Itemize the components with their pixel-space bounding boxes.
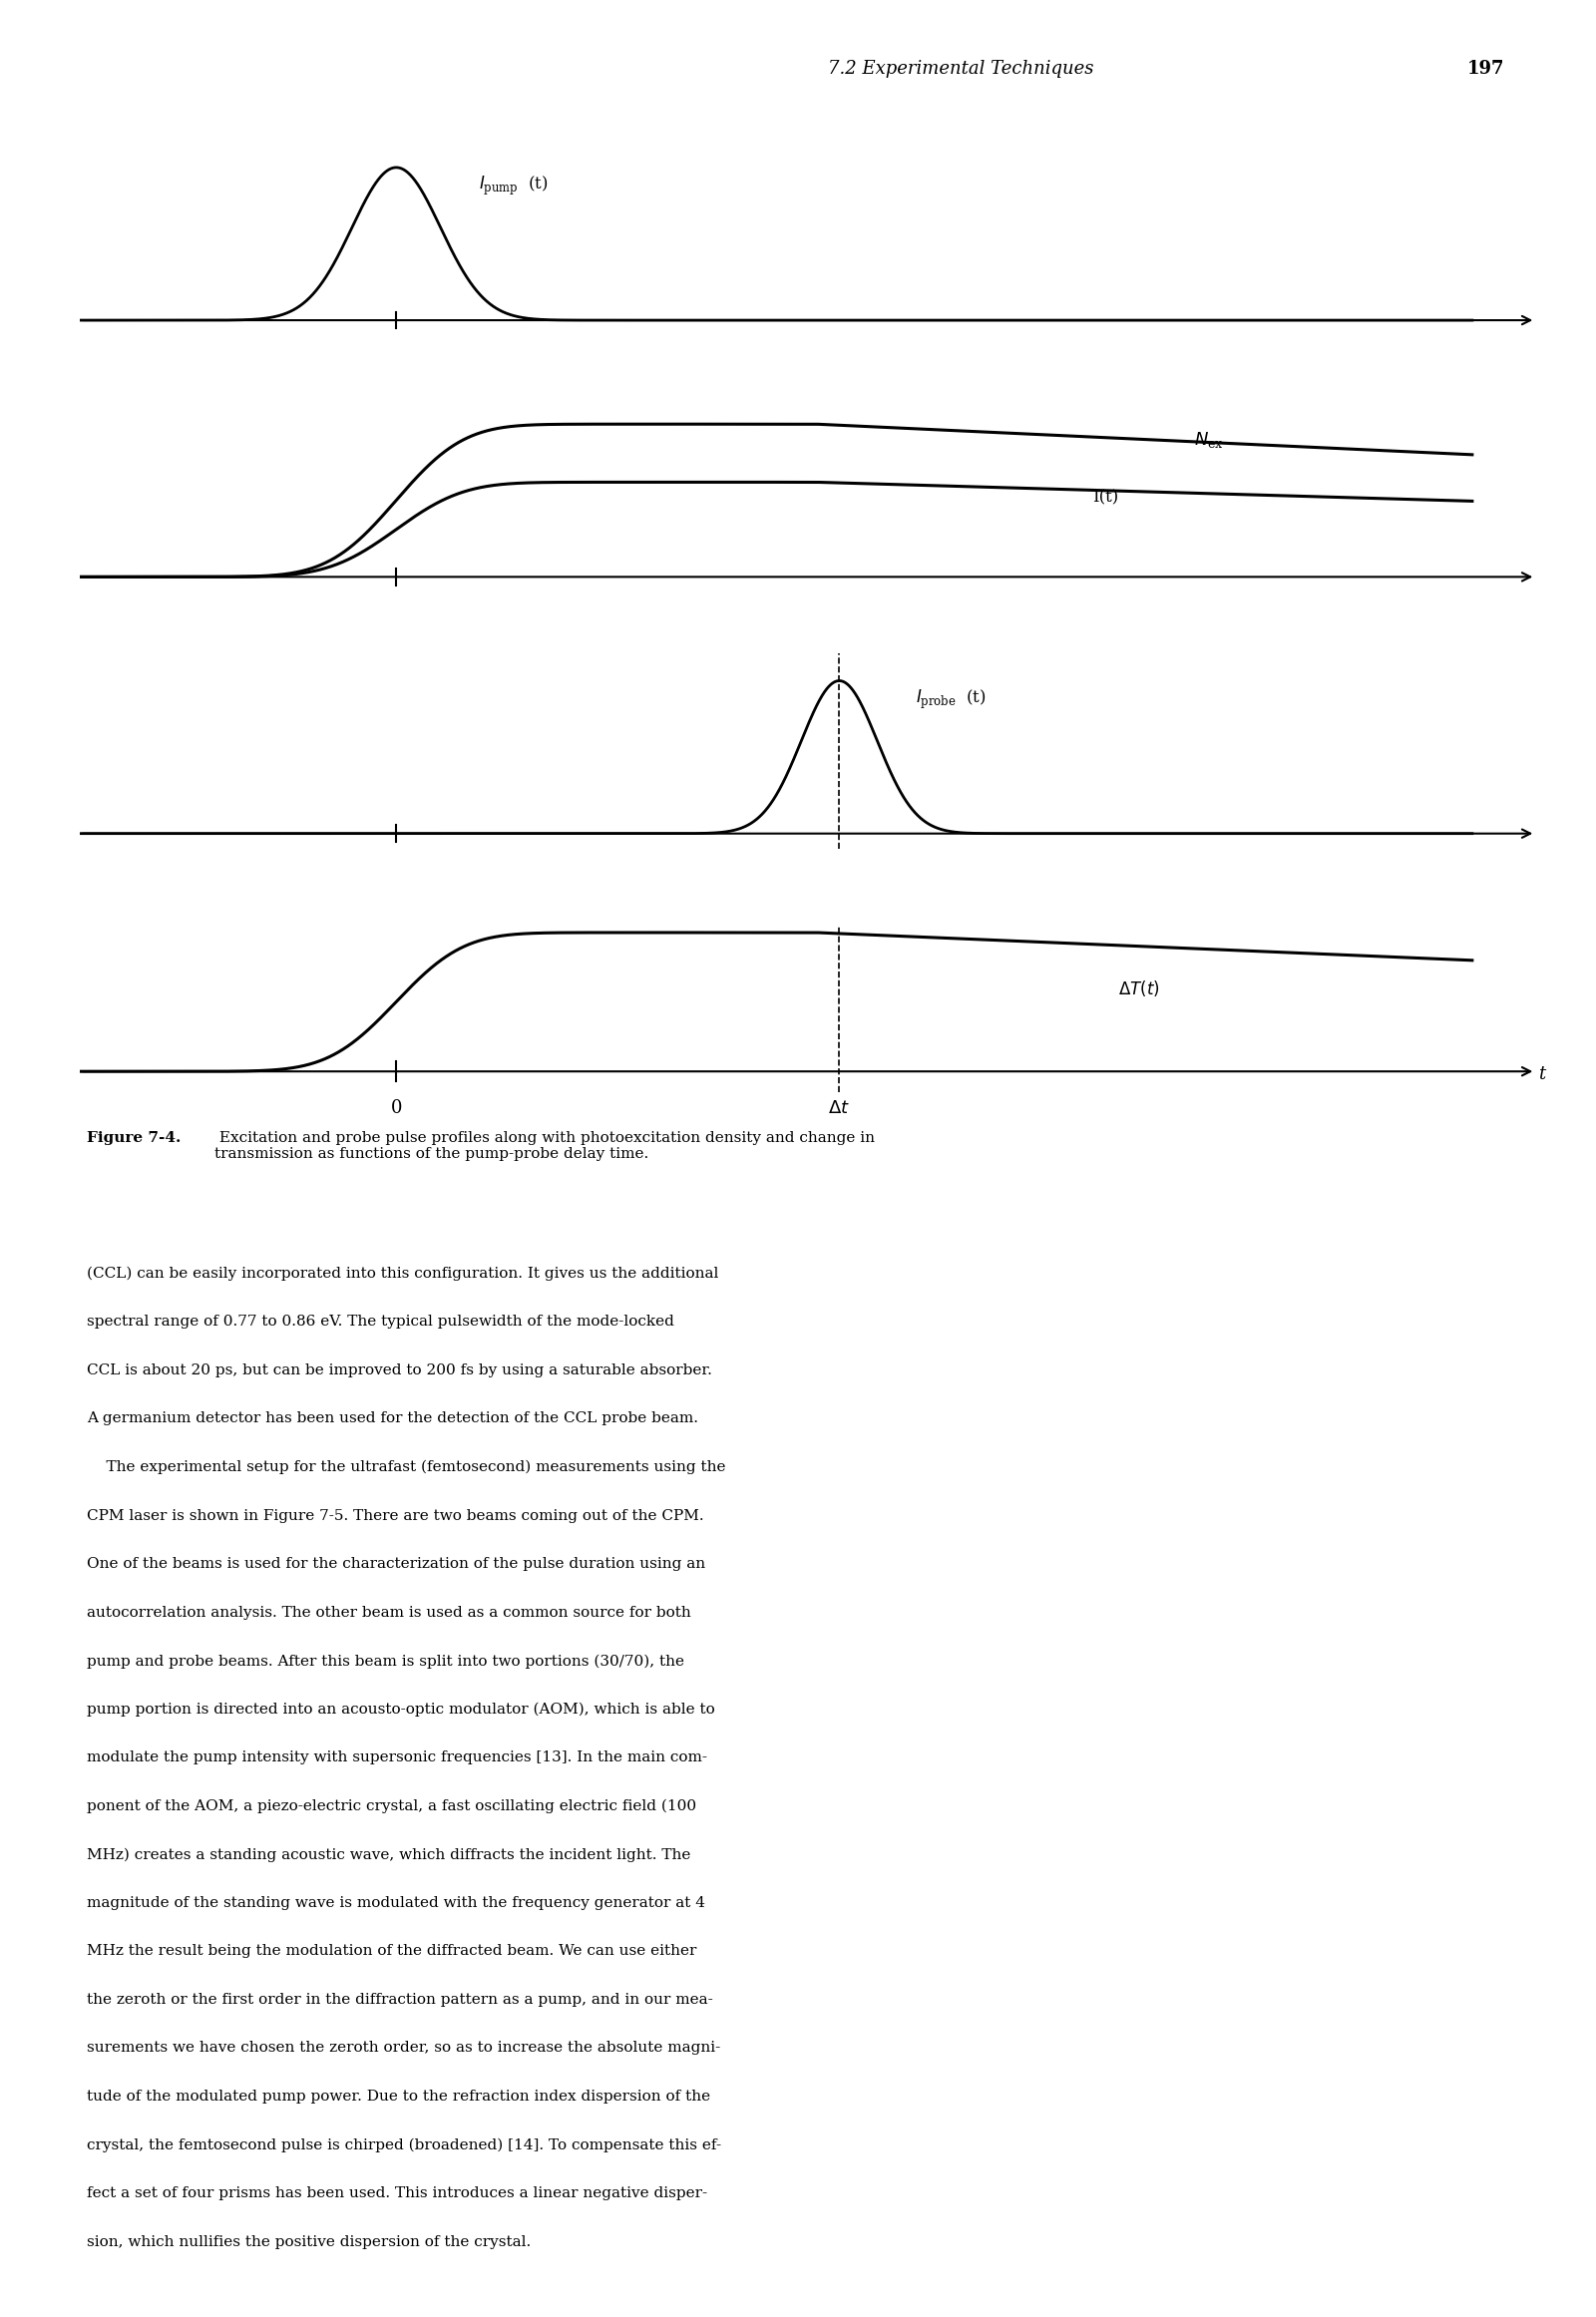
Text: 197: 197 [1467,60,1503,76]
Text: MHz the result being the modulation of the diffracted beam. We can use either: MHz the result being the modulation of t… [88,1944,697,1958]
Text: The experimental setup for the ultrafast (femtosecond) measurements using the: The experimental setup for the ultrafast… [88,1460,726,1474]
Text: 7.2 Experimental Techniques: 7.2 Experimental Techniques [828,60,1093,76]
Text: the zeroth or the first order in the diffraction pattern as a pump, and in our m: the zeroth or the first order in the dif… [88,1993,713,2007]
Text: $I_{\mathregular{probe}}$  (t): $I_{\mathregular{probe}}$ (t) [915,688,986,711]
Text: A germanium detector has been used for the detection of the CCL probe beam.: A germanium detector has been used for t… [88,1411,699,1425]
Text: 0: 0 [391,1098,402,1117]
Text: Excitation and probe pulse profiles along with photoexcitation density and chang: Excitation and probe pulse profiles alon… [215,1131,875,1161]
Text: Figure 7-4.: Figure 7-4. [88,1131,182,1145]
Text: modulate the pump intensity with supersonic frequencies [13]. In the main com-: modulate the pump intensity with superso… [88,1752,707,1766]
Text: pump portion is directed into an acousto-optic modulator (AOM), which is able to: pump portion is directed into an acousto… [88,1703,715,1717]
Text: sion, which nullifies the positive dispersion of the crystal.: sion, which nullifies the positive dispe… [88,2236,531,2250]
Text: tude of the modulated pump power. Due to the refraction index dispersion of the: tude of the modulated pump power. Due to… [88,2090,710,2104]
Text: CPM laser is shown in Figure 7-5. There are two beams coming out of the CPM.: CPM laser is shown in Figure 7-5. There … [88,1508,704,1522]
Text: $\Delta T(t)$: $\Delta T(t)$ [1117,978,1159,999]
Text: (CCL) can be easily incorporated into this configuration. It gives us the additi: (CCL) can be easily incorporated into th… [88,1267,718,1281]
Text: ponent of the AOM, a piezo-electric crystal, a fast oscillating electric field (: ponent of the AOM, a piezo-electric crys… [88,1798,697,1814]
Text: MHz) creates a standing acoustic wave, which diffracts the incident light. The: MHz) creates a standing acoustic wave, w… [88,1847,691,1863]
Text: CCL is about 20 ps, but can be improved to 200 fs by using a saturable absorber.: CCL is about 20 ps, but can be improved … [88,1362,712,1376]
Text: $N_{\mathregular{ex}}$: $N_{\mathregular{ex}}$ [1194,429,1224,449]
Text: autocorrelation analysis. The other beam is used as a common source for both: autocorrelation analysis. The other beam… [88,1606,691,1620]
Text: $\Delta t$: $\Delta t$ [828,1098,851,1117]
Text: One of the beams is used for the characterization of the pulse duration using an: One of the beams is used for the charact… [88,1557,705,1571]
Text: surements we have chosen the zeroth order, so as to increase the absolute magni-: surements we have chosen the zeroth orde… [88,2041,721,2055]
Text: t: t [1539,1066,1545,1082]
Text: fect a set of four prisms has been used. This introduces a linear negative dispe: fect a set of four prisms has been used.… [88,2187,707,2201]
Text: I(t): I(t) [1092,489,1119,505]
Text: pump and probe beams. After this beam is split into two portions (30/70), the: pump and probe beams. After this beam is… [88,1654,685,1668]
Text: magnitude of the standing wave is modulated with the frequency generator at 4: magnitude of the standing wave is modula… [88,1895,705,1909]
Text: spectral range of 0.77 to 0.86 eV. The typical pulsewidth of the mode-locked: spectral range of 0.77 to 0.86 eV. The t… [88,1316,675,1330]
Text: $I_{\mathregular{pump}}$  (t): $I_{\mathregular{pump}}$ (t) [479,174,547,197]
Text: crystal, the femtosecond pulse is chirped (broadened) [14]. To compensate this e: crystal, the femtosecond pulse is chirpe… [88,2139,721,2152]
